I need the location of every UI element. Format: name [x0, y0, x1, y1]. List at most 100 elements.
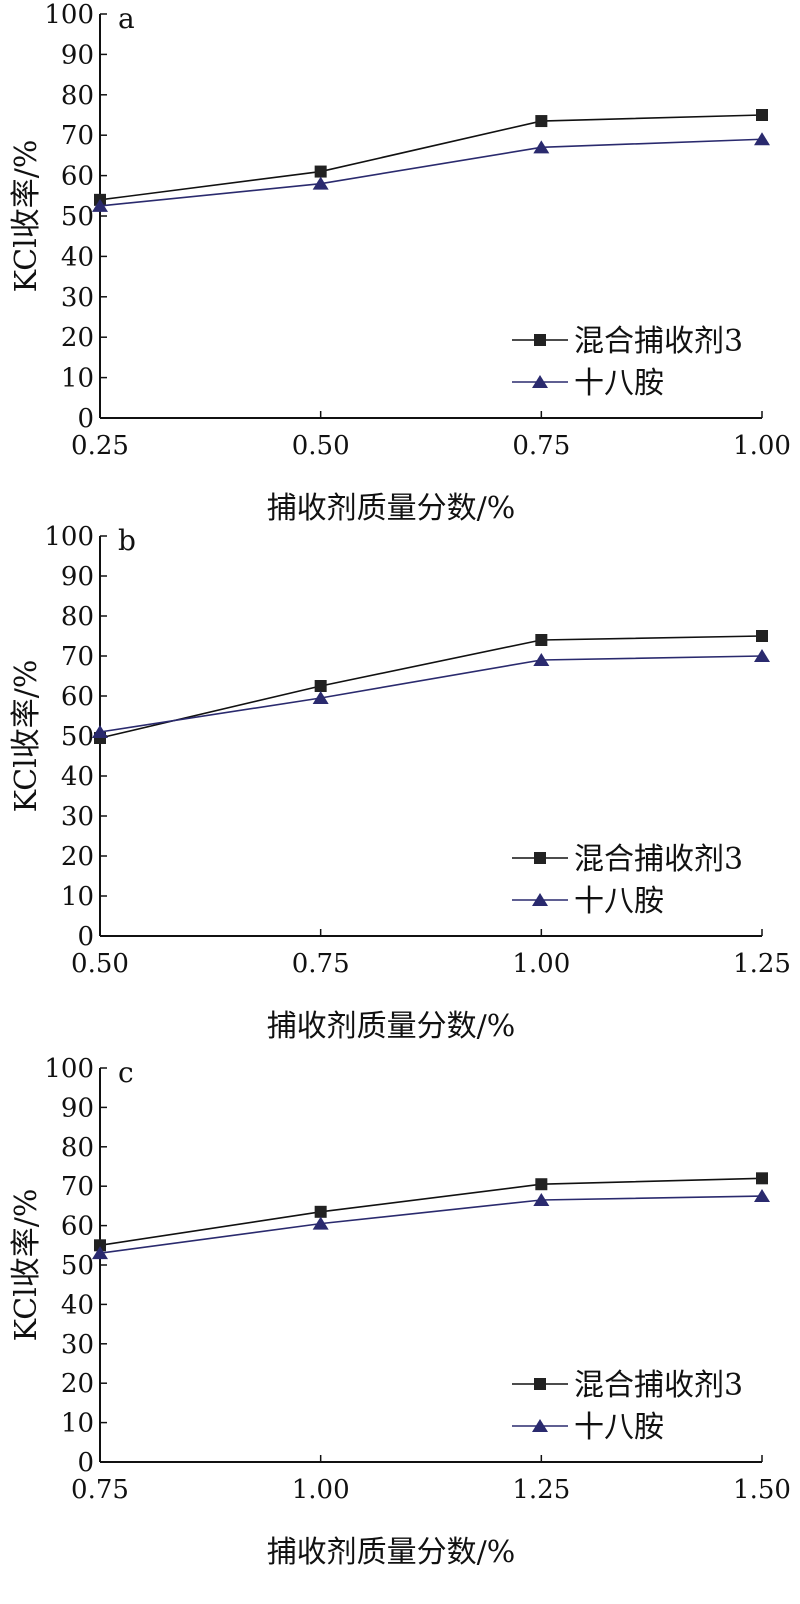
legend-label: 十八胺 — [574, 884, 664, 919]
panel-label: b — [118, 524, 136, 557]
data-point — [94, 1239, 106, 1252]
y-axis-title: KCl收率/% — [9, 140, 44, 293]
data-point — [754, 649, 770, 662]
y-tick-label: 70 — [61, 1172, 94, 1202]
series-mixed-collector-3 — [94, 630, 768, 744]
x-tick-label: 0.75 — [71, 1475, 129, 1505]
y-tick-label: 60 — [61, 1212, 94, 1242]
y-tick-label: 100 — [44, 1054, 94, 1084]
data-point — [756, 109, 768, 121]
data-point — [533, 140, 550, 154]
series-line — [99, 1195, 763, 1254]
y-tick-label: 80 — [61, 81, 94, 111]
legend-label: 混合捕收剂3 — [574, 324, 743, 359]
data-point — [314, 1205, 327, 1218]
series-mixed-collector-3 — [94, 1172, 768, 1252]
y-tick-label: 80 — [61, 1133, 94, 1163]
y-tick-label: 30 — [61, 1330, 94, 1360]
x-tick-label: 0.75 — [512, 431, 570, 461]
x-tick-label: 1.00 — [733, 431, 791, 461]
y-tick-label: 40 — [61, 242, 94, 272]
panel-label: a — [118, 2, 135, 35]
x-tick-label: 0.50 — [292, 431, 350, 461]
x-tick-label: 1.25 — [512, 1475, 570, 1505]
series-octadecylamine — [92, 649, 770, 738]
y-tick-label: 10 — [61, 1409, 94, 1439]
y-tick-label: 0 — [77, 404, 94, 434]
data-point — [92, 1246, 108, 1260]
legend-label: 混合捕收剂3 — [574, 842, 743, 877]
data-point — [756, 1172, 768, 1185]
data-point — [535, 115, 548, 128]
legend-marker-square — [534, 334, 546, 346]
x-tick-label: 1.25 — [733, 949, 791, 979]
panel-label: c — [118, 1056, 134, 1089]
data-point — [312, 176, 329, 190]
x-axis-title: 捕收剂质量分数/% — [267, 1535, 516, 1570]
y-tick-label: 100 — [44, 522, 94, 552]
x-tick-label: 0.25 — [71, 431, 129, 461]
data-point — [754, 1189, 770, 1203]
y-tick-label: 80 — [61, 602, 94, 632]
series-line — [99, 635, 763, 739]
data-point — [92, 725, 108, 738]
y-axis-title: KCl收率/% — [9, 660, 44, 813]
data-point — [535, 634, 548, 646]
y-tick-label: 0 — [77, 1448, 94, 1478]
y-tick-label: 60 — [61, 162, 94, 192]
y-tick-label: 20 — [61, 1369, 94, 1399]
y-tick-label: 90 — [61, 562, 94, 592]
data-point — [92, 198, 108, 212]
y-tick-label: 0 — [77, 922, 94, 952]
series-octadecylamine — [92, 132, 770, 212]
y-tick-label: 70 — [61, 121, 94, 151]
data-point — [533, 1192, 550, 1206]
series-line — [99, 1177, 763, 1247]
data-point — [314, 680, 327, 692]
data-point — [312, 691, 329, 704]
y-tick-label: 40 — [61, 762, 94, 792]
y-tick-label: 50 — [61, 722, 94, 752]
x-tick-label: 0.50 — [71, 949, 129, 979]
series-line — [99, 114, 763, 201]
data-point — [314, 165, 327, 178]
x-axis-title: 捕收剂质量分数/% — [267, 491, 516, 526]
legend: 混合捕收剂3 十八胺 — [512, 1368, 743, 1445]
y-tick-label: 20 — [61, 842, 94, 872]
chart-panel-a: 0 10 20 30 40 50 60 70 80 90 100 0.25 0.50 0.75 1.00 a 捕… — [9, 0, 791, 526]
y-tick-label: 60 — [61, 682, 94, 712]
legend-marker-square — [534, 1378, 546, 1390]
data-point — [533, 653, 550, 666]
y-tick-label: 30 — [61, 802, 94, 832]
y-tick-label: 20 — [61, 323, 94, 353]
y-tick-label: 50 — [61, 202, 94, 232]
y-tick-label: 40 — [61, 1290, 94, 1320]
y-tick-label: 10 — [61, 882, 94, 912]
series-octadecylamine — [92, 1189, 770, 1260]
legend-label: 十八胺 — [574, 1410, 664, 1445]
y-tick-label: 50 — [61, 1251, 94, 1281]
x-tick-label: 1.50 — [733, 1475, 791, 1505]
legend-marker-triangle — [532, 375, 548, 388]
data-point — [756, 630, 768, 642]
data-point — [312, 1216, 329, 1230]
data-point — [754, 132, 770, 146]
y-axis-title: KCl收率/% — [9, 1189, 44, 1342]
y-tick-label: 90 — [61, 40, 94, 70]
legend-label: 混合捕收剂3 — [574, 1368, 743, 1403]
data-point — [535, 1178, 548, 1191]
series-line — [99, 138, 763, 207]
legend-marker-square — [534, 852, 546, 864]
x-tick-label: 0.75 — [292, 949, 350, 979]
y-tick-label: 100 — [44, 0, 94, 30]
x-axis-title: 捕收剂质量分数/% — [267, 1009, 516, 1044]
y-tick-label: 30 — [61, 283, 94, 313]
y-tick-label: 90 — [61, 1093, 94, 1123]
x-tick-label: 1.00 — [292, 1475, 350, 1505]
y-tick-label: 70 — [61, 642, 94, 672]
x-tick-label: 1.00 — [512, 949, 570, 979]
legend-marker-triangle — [532, 1419, 548, 1432]
series-line — [99, 655, 763, 733]
